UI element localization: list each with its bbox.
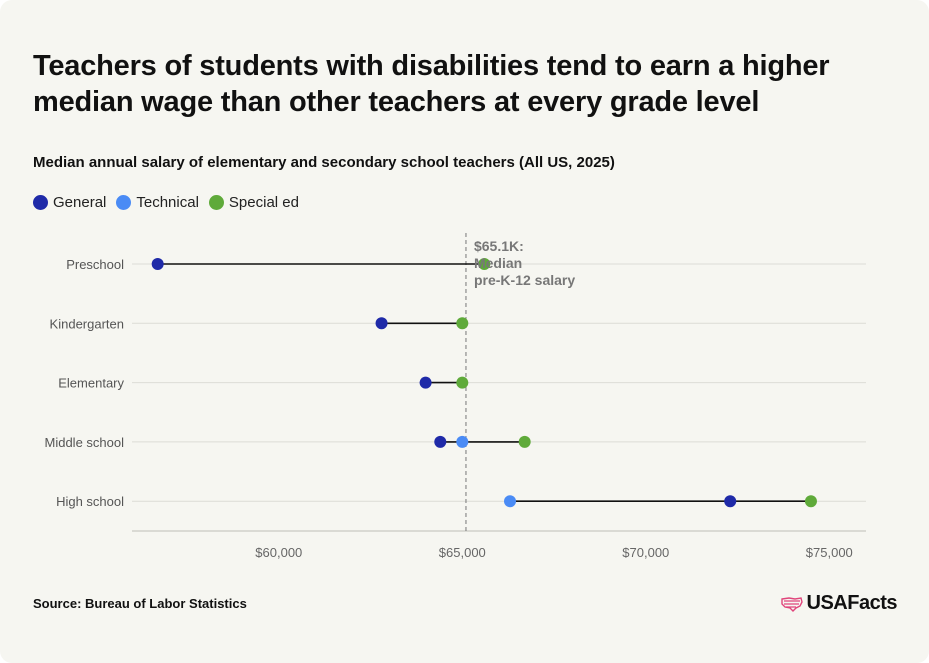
dot-general [419,376,432,389]
dot-special-ed [456,376,469,389]
x-tick-label: $65,000 [439,545,486,560]
legend-label-general: General [53,193,107,211]
median-reference-label: $65.1K: [474,238,524,254]
median-reference-label: pre-K-12 salary [474,272,575,288]
dot-general [724,495,737,508]
legend-label-technical: Technical [136,193,199,211]
dot-general [375,317,388,330]
dot-special-ed [456,317,469,330]
category-label-middle-school: Middle school [45,435,125,450]
usafacts-logo: USAFacts [780,592,898,615]
x-tick-label: $70,000 [622,545,669,560]
category-label-preschool: Preschool [66,257,124,272]
dot-special-ed [478,258,491,270]
chart-subtitle: Median annual salary of elementary and s… [33,154,615,171]
median-reference-label: Median [474,255,522,271]
legend-item-technical: Technical [116,194,199,211]
dot-special-ed [518,435,531,448]
source-note: Source: Bureau of Labor Statistics [33,596,247,611]
legend-swatch-general [33,194,48,210]
category-label-high-school: High school [56,494,124,509]
legend-swatch-technical [116,194,132,210]
category-label-kindergarten: Kindergarten [50,316,124,331]
chart-title: Teachers of students with disabilities t… [33,50,830,118]
dot-general [434,435,447,448]
legend-item-general: General [33,194,106,211]
x-tick-label: $60,000 [255,545,302,560]
dot-general [151,258,164,270]
logo-text: USAFacts [806,592,898,614]
x-tick-label: $75,000 [806,545,853,560]
us-map-flag-icon [780,596,803,612]
category-label-elementary: Elementary [58,376,124,391]
legend-swatch-special-ed [208,194,224,210]
legend-label-special-ed: Special ed [228,193,299,211]
dot-range-chart: Preschool Kindergarten Elementary Middle sc… [45,233,866,560]
dot-special-ed [804,495,817,508]
dot-technical [504,495,517,508]
dot-technical [456,435,469,448]
legend: General Technical Special ed [33,192,309,212]
legend-item-special-ed: Special ed [208,193,299,211]
